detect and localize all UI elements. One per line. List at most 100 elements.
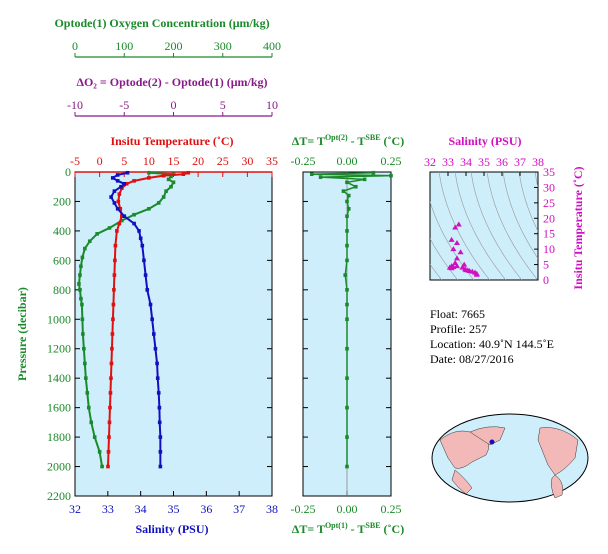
map-land-south-america <box>551 474 563 499</box>
series-point-salinity-24 <box>156 391 161 395</box>
series-point-oxygen-33 <box>100 464 104 469</box>
series-point-oxygen-25 <box>82 346 86 351</box>
salinity-tick-label-5: 37 <box>233 502 245 516</box>
series-point-oxygen-10 <box>132 212 136 217</box>
series-point-oxygen-13 <box>95 232 99 236</box>
series-point-temperature-1 <box>181 172 186 177</box>
series-point-oxygen-18 <box>78 273 82 277</box>
series-point-salinity-3 <box>115 179 120 183</box>
series-point-salinity-18 <box>148 302 153 307</box>
ts-temp-tick-label-1: 5 <box>543 258 549 272</box>
dt-bottom-tick-label-2: 0.25 <box>381 502 402 516</box>
dt-series-point-9 <box>345 199 349 204</box>
ts-point-0 <box>455 221 462 227</box>
series-point-oxygen-14 <box>87 239 92 244</box>
date: Date: 08/27/2016 <box>430 352 514 366</box>
ts-contour-4 <box>454 172 507 280</box>
delta-t-ticks: -0.25 0.00 0.25 -0.25 0.00 0.25 <box>291 154 402 516</box>
series-point-salinity-6 <box>112 189 117 193</box>
dt-series-point-14 <box>345 258 349 263</box>
delta-t-bottom-label: ΔT= TOpt(1) - TSBE (˚C) <box>292 521 404 536</box>
series-point-temperature-2 <box>161 173 166 178</box>
temperature-tick-label-3: 10 <box>143 154 155 168</box>
temperature-tick-label-8: 35 <box>266 154 278 168</box>
series-point-oxygen-6 <box>164 189 168 193</box>
series-point-salinity-26 <box>157 420 162 425</box>
salinity-tick-label-3: 35 <box>168 502 180 516</box>
series-line-oxygen <box>77 171 176 467</box>
series-point-oxygen-0 <box>147 170 151 175</box>
series-point-temperature-0 <box>186 170 191 175</box>
series-point-temperature-3 <box>147 176 151 180</box>
delta-oxygen-axis: -10 -5 0 5 10 <box>67 98 278 117</box>
ts-point-1 <box>452 224 459 230</box>
dt-series-point-6 <box>354 184 358 189</box>
ts-point-4 <box>454 255 460 261</box>
series-point-temperature-24 <box>108 405 112 410</box>
series-point-temperature-12 <box>115 229 119 233</box>
dt-top-tick-label-1: 0.00 <box>337 154 358 168</box>
ts-temperature-label: Insitu Temperature (˚C) <box>571 166 585 289</box>
pressure-tick-label-9: 1800 <box>47 430 71 444</box>
series-point-salinity-28 <box>158 450 163 454</box>
temperature-tick-label-1: 0 <box>97 154 103 168</box>
profile-series <box>77 170 191 469</box>
series-point-temperature-26 <box>107 435 111 439</box>
oxygen-axis-tick-label-1: 100 <box>115 39 133 53</box>
dt-series-line <box>311 171 392 467</box>
series-point-salinity-0 <box>125 170 130 175</box>
series-point-oxygen-15 <box>83 246 87 251</box>
ts-contour-7 <box>502 172 538 260</box>
series-point-temperature-23 <box>108 391 113 395</box>
temperature-tick-label-2: 5 <box>121 154 127 168</box>
series-point-oxygen-17 <box>79 264 83 269</box>
oxygen-axis-tick-label-2: 200 <box>165 39 183 53</box>
series-point-oxygen-27 <box>84 376 88 380</box>
profile-number: Profile: 257 <box>430 322 487 336</box>
dt-series-point-8 <box>346 193 351 198</box>
delta-t-series <box>310 170 393 469</box>
salinity-tick-label-1: 33 <box>102 502 114 516</box>
series-point-temperature-16 <box>112 288 116 292</box>
series-point-temperature-21 <box>109 361 114 366</box>
series-point-temperature-11 <box>117 221 122 226</box>
series-point-oxygen-4 <box>171 180 176 185</box>
ts-salinity-label: Salinity (PSU) <box>448 134 521 148</box>
series-point-oxygen-26 <box>83 361 87 366</box>
series-point-temperature-14 <box>113 258 117 263</box>
dt-series-point-17 <box>345 302 349 307</box>
ts-sal-tick-label-1: 33 <box>442 155 454 169</box>
salinity-tick-label-2: 34 <box>135 502 147 516</box>
series-point-oxygen-29 <box>86 405 91 410</box>
series-point-temperature-17 <box>111 302 116 307</box>
series-point-salinity-25 <box>157 405 162 410</box>
series-point-temperature-19 <box>110 332 115 336</box>
pressure-tick-label-11: 2200 <box>47 489 71 503</box>
temperature-tick-label-0: -5 <box>70 154 80 168</box>
dt-bottom-tick-label-0: -0.25 <box>291 502 316 516</box>
series-point-salinity-10 <box>122 214 127 218</box>
temperature-tick-label-6: 25 <box>217 154 229 168</box>
dt-series-point-18 <box>345 317 349 322</box>
ts-contour-6 <box>486 172 538 280</box>
dt-series-point-2 <box>389 173 393 178</box>
temperature-axis-label: Insitu Temperature (˚C) <box>110 134 233 148</box>
ts-sal-tick-label-0: 32 <box>424 155 436 169</box>
dt-top-tick-label-2: 0.25 <box>381 154 402 168</box>
delta-oxygen-axis-label: ΔO₂ = Optode(2) - Optode(1) (μm/kg) <box>76 75 267 89</box>
series-point-oxygen-31 <box>92 435 97 439</box>
oxygen-axis-tick-label-3: 300 <box>214 39 232 53</box>
series-point-salinity-1 <box>115 173 120 177</box>
map-land-asia <box>439 430 489 469</box>
dt-series-point-10 <box>346 207 351 211</box>
series-point-salinity-20 <box>152 332 156 336</box>
pressure-tick-label-1: 200 <box>53 194 71 208</box>
profile-ticks: 0200400600800100012001400160018002000220… <box>47 154 278 516</box>
series-point-temperature-4 <box>132 179 136 183</box>
series-point-oxygen-30 <box>89 420 94 425</box>
series-point-salinity-29 <box>158 464 163 469</box>
ts-point-20 <box>454 239 460 245</box>
ts-point-21 <box>457 249 464 255</box>
series-point-temperature-7 <box>117 192 122 196</box>
dt-series-point-0 <box>371 170 376 175</box>
